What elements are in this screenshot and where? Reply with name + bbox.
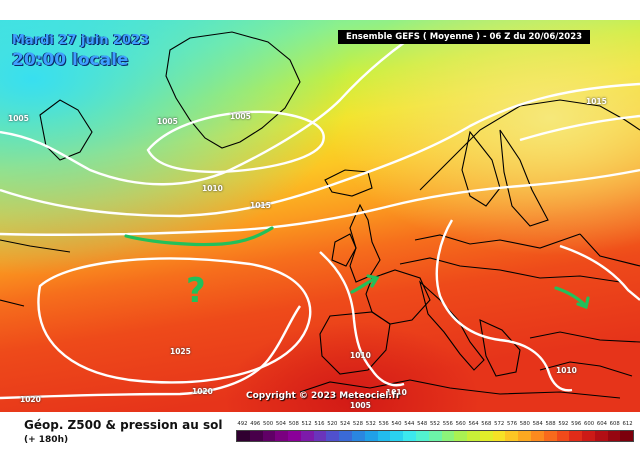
scale-swatch	[288, 431, 301, 441]
scale-value-label: 492	[237, 421, 248, 427]
scale-value-label: 604	[596, 421, 607, 427]
isobar-label: 1005	[230, 112, 251, 121]
geopotential-map: ?	[0, 20, 640, 412]
green-annotations	[124, 226, 590, 310]
isobar-label: 1010	[202, 184, 223, 193]
scale-swatch	[594, 431, 608, 441]
scale-swatch	[339, 431, 353, 441]
scale-value-label: 580	[519, 421, 530, 427]
scale-value-label: 524	[340, 421, 351, 427]
annotation-arrow-france	[350, 274, 380, 294]
scale-value-label: 572	[494, 421, 505, 427]
isobar-label: 1010	[350, 351, 371, 360]
annotation-arrow-balkans	[554, 286, 590, 310]
isobar-label: 1025	[170, 347, 191, 356]
scale-swatch	[620, 431, 634, 441]
scale-value-label: 512	[301, 421, 312, 427]
isobar-label: 1020	[20, 395, 41, 404]
scale-swatch	[313, 431, 327, 441]
scale-swatch	[326, 431, 340, 441]
isobar-label: 1015	[586, 97, 607, 106]
scale-value-label: 564	[468, 421, 479, 427]
scale-value-label: 536	[378, 421, 389, 427]
scale-swatch	[556, 431, 570, 441]
scale-value-label: 556	[442, 421, 453, 427]
scale-swatch	[607, 431, 621, 441]
scale-swatch	[377, 431, 391, 441]
scale-value-label: 532	[365, 421, 376, 427]
scale-value-label: 504	[275, 421, 286, 427]
forecast-date: Mardi 27 juin 2023	[12, 33, 150, 48]
scale-value-label: 560	[455, 421, 466, 427]
scale-value-label: 596	[571, 421, 582, 427]
heat-core-area	[0, 20, 640, 412]
scale-swatch	[403, 431, 416, 441]
scale-value-label: 548	[417, 421, 428, 427]
forecast-lead-time: (+ 180h)	[24, 435, 69, 445]
scale-swatch	[479, 431, 493, 441]
color-scale-legend	[236, 430, 634, 442]
isobar-label: 1020	[192, 387, 213, 396]
scale-value-label: 552	[429, 421, 441, 427]
scale-swatch	[390, 431, 404, 441]
scale-value-label: 496	[250, 421, 261, 427]
scale-swatch	[569, 431, 583, 441]
scale-value-label: 588	[545, 421, 556, 427]
isobar-label: 1010	[386, 388, 407, 397]
scale-value-label: 576	[506, 421, 518, 427]
scale-swatch	[543, 431, 557, 441]
forecast-time: 20:00 locale	[12, 50, 129, 70]
scale-swatch	[441, 431, 455, 441]
scale-swatch	[352, 431, 365, 441]
scale-value-label: 612	[622, 421, 633, 427]
scale-swatch	[467, 431, 480, 441]
annotation-trough-line	[124, 226, 274, 247]
annotation-question-mark: ?	[186, 271, 206, 311]
isobar-label: 1005	[8, 114, 29, 123]
scale-swatch	[505, 431, 519, 441]
scale-swatch	[454, 431, 468, 441]
scale-value-label: 608	[609, 421, 620, 427]
model-run-info: Ensemble GEFS ( Moyenne ) - 06 Z du 20/0…	[338, 30, 590, 44]
scale-value-label: 544	[404, 421, 415, 427]
isobars	[0, 41, 640, 400]
copyright-text: Copyright © 2023 Meteociel.fr	[246, 391, 401, 401]
scale-swatch	[262, 431, 276, 441]
scale-swatch	[492, 431, 506, 441]
scale-value-label: 568	[481, 421, 492, 427]
isobar-label: 1005	[157, 117, 178, 126]
coastlines	[0, 31, 640, 399]
scale-swatch	[237, 431, 250, 441]
scale-value-label: 528	[352, 421, 364, 427]
scale-swatch	[275, 431, 289, 441]
scale-swatch	[364, 431, 378, 441]
color-scale-values: 492 496 500 504 508 512 516 520 524 528 532 536 540 5…	[236, 421, 634, 430]
scale-value-label: 508	[288, 421, 299, 427]
scale-value-label: 592	[558, 421, 569, 427]
isobar-label: 1010	[556, 366, 577, 375]
scale-swatch	[428, 431, 442, 441]
scale-swatch	[582, 431, 595, 441]
scale-swatch	[300, 431, 314, 441]
scale-value-label: 540	[391, 421, 402, 427]
isobar-label: 1005	[350, 401, 371, 410]
chart-title: Géop. Z500 & pression au sol	[24, 418, 223, 432]
scale-swatch	[518, 431, 531, 441]
scale-swatch	[415, 431, 429, 441]
scale-value-label: 520	[327, 421, 338, 427]
scale-value-label: 600	[584, 421, 595, 427]
scale-value-label: 516	[314, 421, 325, 427]
scale-value-label: 584	[532, 421, 543, 427]
isobar-label: 1015	[250, 201, 271, 210]
scale-swatch	[530, 431, 544, 441]
scale-value-label: 500	[263, 421, 274, 427]
scale-swatch	[249, 431, 263, 441]
